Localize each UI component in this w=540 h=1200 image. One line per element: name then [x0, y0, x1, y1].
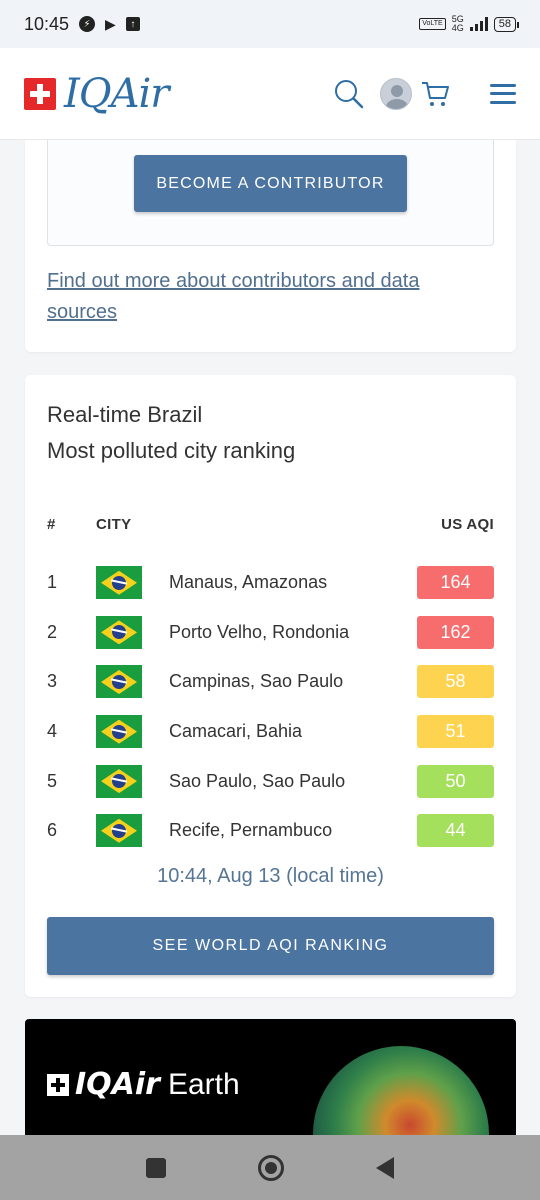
ranking-title: Real-time Brazil Most polluted city rank…: [47, 397, 295, 469]
earth-word-text: Earth: [167, 1067, 240, 1101]
aqi-badge: 58: [417, 665, 494, 699]
earth-globe-image: [313, 1046, 489, 1135]
row-city[interactable]: Porto Velho, Rondonia: [169, 621, 350, 642]
battery-icon: 58: [493, 16, 520, 32]
row-rank: 5: [47, 770, 58, 791]
aqi-badge: 164: [417, 566, 494, 600]
ranking-rows: 1 Manaus, Amazonas 164 2 Porto Velho, Ro…: [47, 558, 494, 856]
brazil-flag-icon: [96, 566, 142, 600]
row-city[interactable]: Camacari, Bahia: [169, 721, 303, 742]
aqi-badge: 162: [417, 615, 494, 649]
row-city[interactable]: Sao Paulo, Sao Paulo: [169, 770, 346, 791]
swiss-cross-icon: [47, 1073, 69, 1096]
row-rank: 2: [47, 621, 58, 642]
messenger-icon: ⚡: [79, 16, 96, 32]
table-row[interactable]: 3 Campinas, Sao Paulo 58: [47, 657, 494, 707]
upload-icon: ↑: [125, 17, 140, 31]
ranking-title-line2: Most polluted city ranking: [47, 438, 296, 463]
site-header: IQAir: [0, 48, 540, 140]
iqair-logo[interactable]: IQAir: [24, 70, 169, 117]
signal-icon: [469, 17, 488, 31]
row-city[interactable]: Campinas, Sao Paulo: [169, 671, 344, 692]
table-row[interactable]: 1 Manaus, Amazonas 164: [47, 558, 494, 608]
search-icon[interactable]: [334, 79, 364, 109]
row-rank: 1: [47, 572, 58, 593]
row-city[interactable]: Recife, Pernambuco: [169, 820, 333, 841]
updated-timestamp: 10:44, Aug 13 (local time): [157, 865, 384, 887]
hamburger-menu-icon[interactable]: [490, 83, 516, 104]
column-rank: #: [47, 516, 56, 533]
table-row[interactable]: 2 Porto Velho, Rondonia 162: [47, 608, 494, 658]
row-rank: 6: [47, 820, 58, 841]
network-label: 5G: [451, 14, 464, 24]
contributors-info-link[interactable]: Find out more about contributors and dat…: [47, 270, 420, 323]
contributor-box: BECOME A CONTRIBUTOR: [47, 140, 494, 246]
avatar[interactable]: [380, 77, 412, 110]
row-city[interactable]: Manaus, Amazonas: [169, 572, 328, 593]
brazil-flag-icon: [96, 715, 142, 749]
home-icon[interactable]: [258, 1154, 284, 1181]
table-row[interactable]: 6 Recife, Pernambuco 44: [47, 806, 494, 856]
row-rank: 3: [47, 671, 58, 692]
table-row[interactable]: 5 Sao Paulo, Sao Paulo 50: [47, 756, 494, 806]
back-icon[interactable]: [376, 1156, 394, 1179]
play-icon: ▶: [105, 15, 116, 32]
become-contributor-button[interactable]: BECOME A CONTRIBUTOR: [134, 155, 407, 212]
iqair-earth-banner[interactable]: IQAir Earth: [25, 1019, 516, 1135]
aqi-badge: 50: [417, 764, 494, 798]
brazil-flag-icon: [96, 814, 142, 848]
ranking-title-line1: Real-time Brazil: [47, 402, 203, 427]
contributor-card: BECOME A CONTRIBUTOR Find out more about…: [25, 140, 516, 352]
system-nav-bar: [0, 1135, 540, 1200]
network-sub-label: 4G: [451, 23, 464, 33]
ranking-card: Real-time Brazil Most polluted city rank…: [25, 375, 516, 997]
brazil-flag-icon: [96, 665, 142, 699]
network-type: 5G 4G: [452, 15, 464, 33]
logo-text: IQAir: [64, 70, 169, 117]
earth-brand-text: IQAir: [75, 1067, 160, 1102]
cart-icon[interactable]: [420, 79, 450, 109]
recents-icon[interactable]: [146, 1157, 166, 1178]
table-row[interactable]: 4 Camacari, Bahia 51: [47, 707, 494, 757]
see-world-ranking-button[interactable]: SEE WORLD AQI RANKING: [47, 917, 494, 975]
row-rank: 4: [47, 721, 58, 742]
column-city: CITY: [96, 516, 132, 533]
brazil-flag-icon: [96, 615, 142, 649]
swiss-cross-icon: [24, 77, 56, 110]
status-right: VoLTE 5G 4G 58: [419, 15, 520, 33]
header-actions: [334, 77, 516, 110]
aqi-badge: 51: [417, 715, 494, 749]
status-time: 10:45: [24, 13, 70, 34]
brazil-flag-icon: [96, 764, 142, 798]
iqair-earth-logo: IQAir Earth: [47, 1067, 240, 1102]
volte-icon: VoLTE: [419, 18, 446, 30]
status-bar: 10:45 ⚡ ▶ ↑ VoLTE 5G 4G 58: [0, 0, 540, 48]
aqi-badge: 44: [417, 814, 494, 848]
column-aqi: US AQI: [441, 516, 494, 533]
